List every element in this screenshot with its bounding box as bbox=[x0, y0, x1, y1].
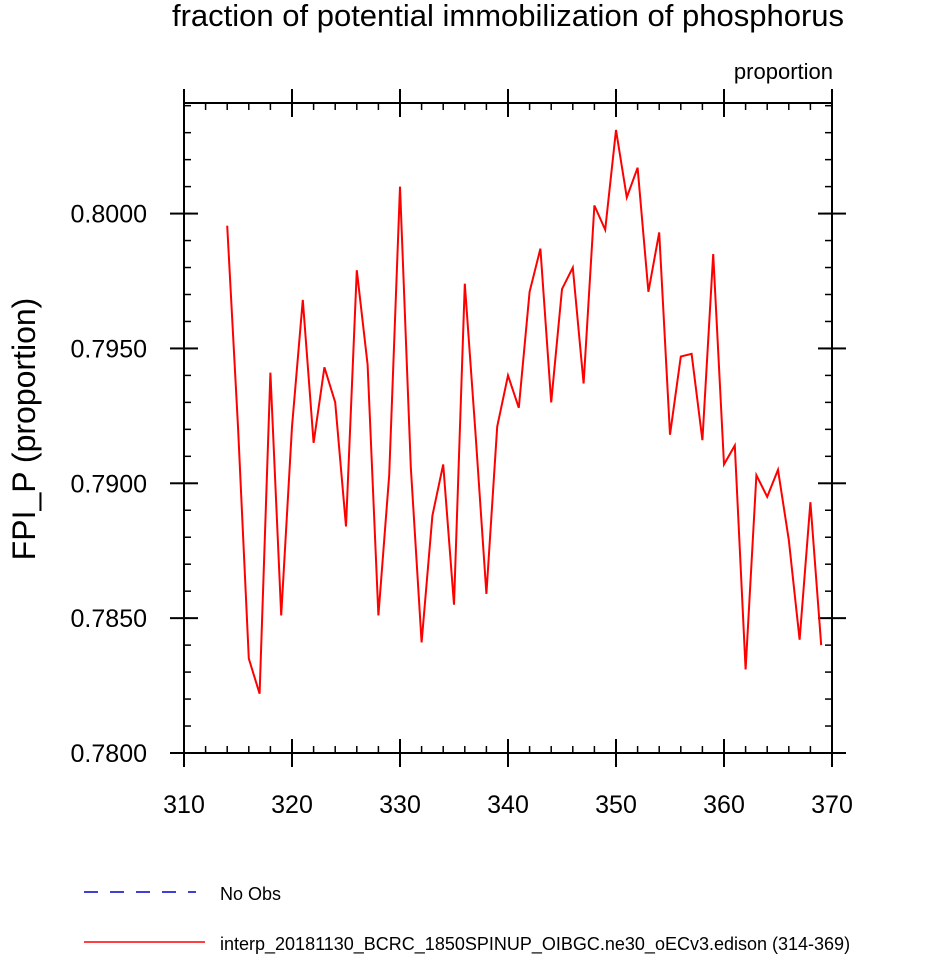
y-tick-label: 0.7950 bbox=[71, 335, 147, 363]
units-label: proportion bbox=[734, 59, 833, 84]
x-tick-label: 350 bbox=[595, 791, 637, 819]
y-axis-label: FPI_P (proportion) bbox=[6, 298, 42, 561]
x-tick-label: 340 bbox=[487, 791, 529, 819]
y-tick-label: 0.7900 bbox=[71, 470, 147, 498]
x-tick-label: 320 bbox=[271, 791, 313, 819]
x-tick-label: 310 bbox=[163, 791, 205, 819]
y-tick-label: 0.7800 bbox=[71, 740, 147, 768]
minor-ticks bbox=[183, 103, 833, 754]
x-tick-label: 330 bbox=[379, 791, 421, 819]
plot-frame bbox=[183, 102, 833, 754]
chart-title: fraction of potential immobilization of … bbox=[172, 0, 844, 33]
y-tick-label: 0.7850 bbox=[71, 605, 147, 633]
legend: No Obs interp_20181130_BCRC_1850SPINUP_O… bbox=[84, 884, 850, 955]
y-tick-labels: 0.7800 0.7850 0.7900 0.7950 0.8000 bbox=[71, 201, 147, 768]
series-layer bbox=[226, 129, 823, 694]
legend-label-no-obs: No Obs bbox=[220, 884, 281, 904]
legend-label-series: interp_20181130_BCRC_1850SPINUP_OIBGC.ne… bbox=[220, 934, 850, 955]
series-line-0 bbox=[226, 129, 823, 694]
y-tick-label: 0.8000 bbox=[71, 201, 147, 229]
x-tick-label: 370 bbox=[811, 791, 853, 819]
x-tick-label: 360 bbox=[703, 791, 745, 819]
x-tick-labels: 310 320 330 340 350 360 370 bbox=[163, 791, 853, 819]
